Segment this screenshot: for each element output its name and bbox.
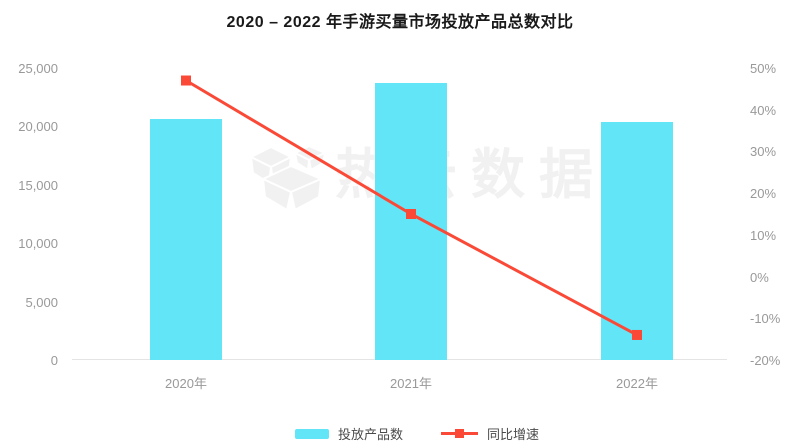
left-axis-tick: 5,000	[25, 294, 58, 310]
x-axis-label-2022年: 2022年	[616, 376, 658, 391]
bar-2020年[interactable]	[150, 119, 222, 360]
right-axis-tick: 20%	[750, 186, 777, 202]
right-axis-tick: 10%	[750, 227, 777, 243]
right-axis-tick: 50%	[750, 61, 777, 76]
right-axis-tick: 0%	[750, 269, 769, 285]
x-axis-label-2021年: 2021年	[390, 376, 432, 391]
left-axis-tick: 0	[50, 353, 58, 368]
left-axis-tick: 20,000	[18, 119, 58, 135]
left-axis-tick: 25,000	[18, 61, 58, 76]
left-axis-tick: 10,000	[18, 236, 58, 252]
left-axis-tick: 15,000	[18, 177, 58, 193]
bar-2022年[interactable]	[601, 121, 673, 360]
bar-2021年[interactable]	[375, 83, 447, 360]
legend-item-bar-series[interactable]: 投放产品数	[294, 424, 403, 443]
legend-item-line-series[interactable]: 同比增速	[441, 424, 539, 443]
line-swatch-marker-icon	[455, 429, 464, 438]
right-axis-tick: 40%	[750, 102, 777, 118]
legend-label-bar-series: 投放产品数	[337, 427, 403, 442]
chart-title: 2020 – 2022 年手游买量市场投放产品总数对比	[226, 14, 574, 31]
legend: 投放产品数 同比增速	[17, 424, 800, 443]
right-axis-tick: -20%	[750, 353, 781, 368]
right-axis-tick: -10%	[750, 311, 781, 327]
legend-label-line-series: 同比增速	[487, 427, 540, 442]
x-axis-label-2020年: 2020年	[165, 376, 207, 391]
right-axis-tick: 30%	[750, 144, 777, 160]
bar-series-swatch-icon	[294, 428, 329, 439]
line-series-swatch-icon	[441, 429, 478, 439]
